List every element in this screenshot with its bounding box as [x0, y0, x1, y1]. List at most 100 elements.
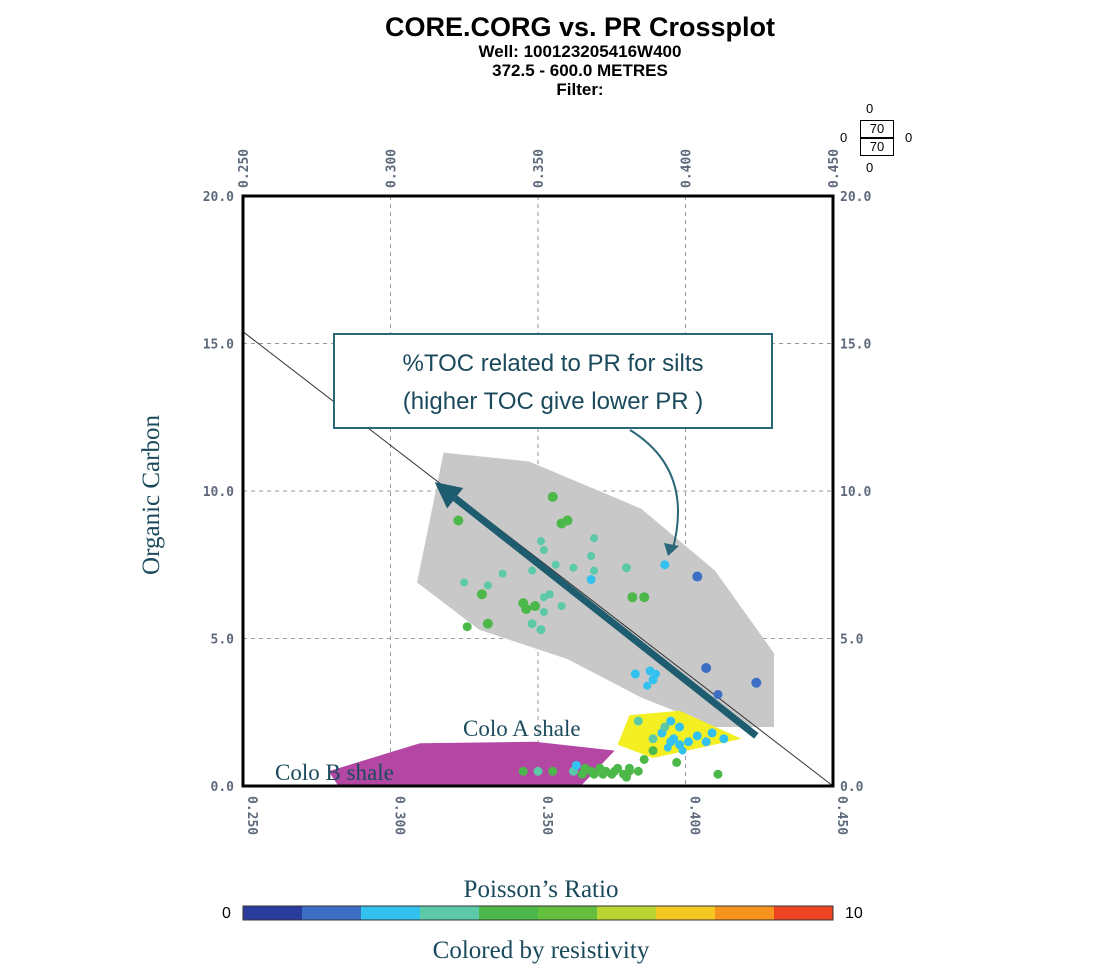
data-point	[498, 569, 507, 578]
data-point	[476, 589, 487, 600]
data-point	[590, 534, 599, 543]
colorbar-segment	[538, 906, 598, 920]
data-point	[571, 760, 581, 770]
data-point	[483, 581, 492, 590]
data-point	[672, 757, 682, 767]
data-point	[482, 618, 493, 629]
data-point	[613, 763, 623, 773]
colorbar	[242, 905, 834, 921]
y-tick-label-left: 20.0	[203, 190, 234, 205]
regions	[328, 452, 774, 785]
scale-box-upper: 70	[860, 120, 894, 138]
x-tick-label-top: 0.250	[237, 149, 252, 188]
data-point	[545, 590, 554, 599]
annotation-line-2: (higher TOC give lower PR )	[402, 388, 704, 415]
data-point	[551, 560, 560, 569]
data-point	[660, 560, 670, 570]
data-point	[547, 491, 558, 502]
data-point	[622, 563, 631, 573]
data-point	[548, 766, 558, 776]
x-tick-label-top: 0.350	[532, 149, 547, 188]
data-point	[528, 566, 537, 575]
x-axis-label: Poisson’s Ratio	[463, 876, 619, 903]
annotation-box: %TOC related to PR for silts (higher TOC…	[333, 333, 773, 429]
region-label-colo-a: Colo A shale	[463, 716, 581, 741]
data-point	[666, 737, 676, 747]
data-point	[648, 746, 658, 756]
y-tick-label-right: 15.0	[840, 338, 871, 353]
x-tick-label-bottom: 0.250	[244, 796, 259, 835]
chart-subtitle-filter: Filter:	[556, 80, 604, 99]
y-tick-label-left: 15.0	[203, 338, 234, 353]
data-point	[587, 551, 596, 560]
scale-box-right: 0	[905, 130, 913, 145]
data-points	[453, 491, 762, 782]
data-point	[460, 578, 469, 587]
data-point	[643, 681, 652, 690]
y-tick-label-left: 10.0	[203, 485, 234, 500]
data-point	[683, 737, 693, 747]
data-point	[462, 622, 472, 632]
scale-box-left: 0	[840, 130, 848, 145]
data-point	[633, 766, 643, 776]
data-point	[607, 769, 617, 779]
x-tick-label-bottom: 0.350	[539, 796, 554, 835]
data-point	[586, 766, 596, 776]
colorbar-segment	[774, 906, 834, 920]
colorbar-segment	[656, 906, 716, 920]
scale-box-bottom: 0	[866, 160, 874, 175]
colorbar-segment	[243, 906, 303, 920]
data-point	[701, 663, 712, 673]
trend-arrow-head	[434, 482, 464, 509]
colorbar-segment	[302, 906, 362, 920]
data-point	[707, 728, 717, 738]
y-tick-label-right: 0.0	[840, 780, 864, 795]
data-point	[751, 677, 762, 688]
data-point	[536, 537, 545, 546]
data-point	[577, 769, 587, 779]
colorbar-frame	[242, 905, 834, 921]
y-tick-label-left: 0.0	[211, 780, 235, 795]
x-tick-label-top: 0.450	[827, 149, 842, 188]
data-point	[533, 766, 543, 776]
colorbar-segment	[420, 906, 480, 920]
data-point	[666, 716, 676, 726]
y-axis-label: Organic Carbon	[138, 415, 165, 575]
y-tick-label-right: 10.0	[840, 485, 871, 500]
chart-subtitle-well: Well: 100123205416W400	[478, 42, 682, 61]
data-point	[701, 737, 711, 747]
data-point	[630, 669, 640, 679]
data-point	[557, 602, 566, 611]
data-point	[586, 575, 596, 584]
y-tick-label-right: 20.0	[840, 190, 871, 205]
data-point	[692, 731, 702, 741]
chart-title: CORE.CORG vs. PR Crossplot	[384, 12, 776, 42]
region-label-colo-b: Colo B shale	[275, 760, 394, 785]
region-colo-a-shale	[617, 710, 742, 758]
data-point	[719, 734, 729, 744]
data-point	[521, 604, 532, 614]
x-tick-label-bottom: 0.450	[834, 796, 849, 835]
data-point	[678, 746, 687, 755]
data-point	[539, 593, 548, 602]
data-point	[518, 766, 528, 776]
title-block: CORE.CORG vs. PR Crossplot Well: 1001232…	[330, 12, 830, 99]
trend-arrow	[434, 482, 759, 739]
data-point	[598, 769, 608, 779]
annotation-line-1: %TOC related to PR for silts	[402, 350, 704, 377]
colorbar-segment	[479, 906, 539, 920]
data-point	[536, 625, 546, 635]
data-point	[660, 722, 670, 732]
x-tick-label-bottom: 0.300	[392, 796, 407, 835]
data-point	[639, 592, 650, 603]
chart-subtitle-depth: 372.5 - 600.0 METRES	[492, 61, 668, 80]
data-point	[622, 772, 631, 782]
data-point	[713, 769, 723, 779]
colorbar-min-label: 0	[222, 905, 231, 922]
axis-ticks: 0.250 0.250 0.300 0.300 0.350 0.350 0.400 0.400…	[203, 149, 872, 836]
data-point	[624, 763, 634, 773]
plot-frame	[241, 194, 835, 788]
y-tick-label-left: 5.0	[211, 633, 235, 648]
y-tick-label-right: 5.0	[840, 633, 864, 648]
